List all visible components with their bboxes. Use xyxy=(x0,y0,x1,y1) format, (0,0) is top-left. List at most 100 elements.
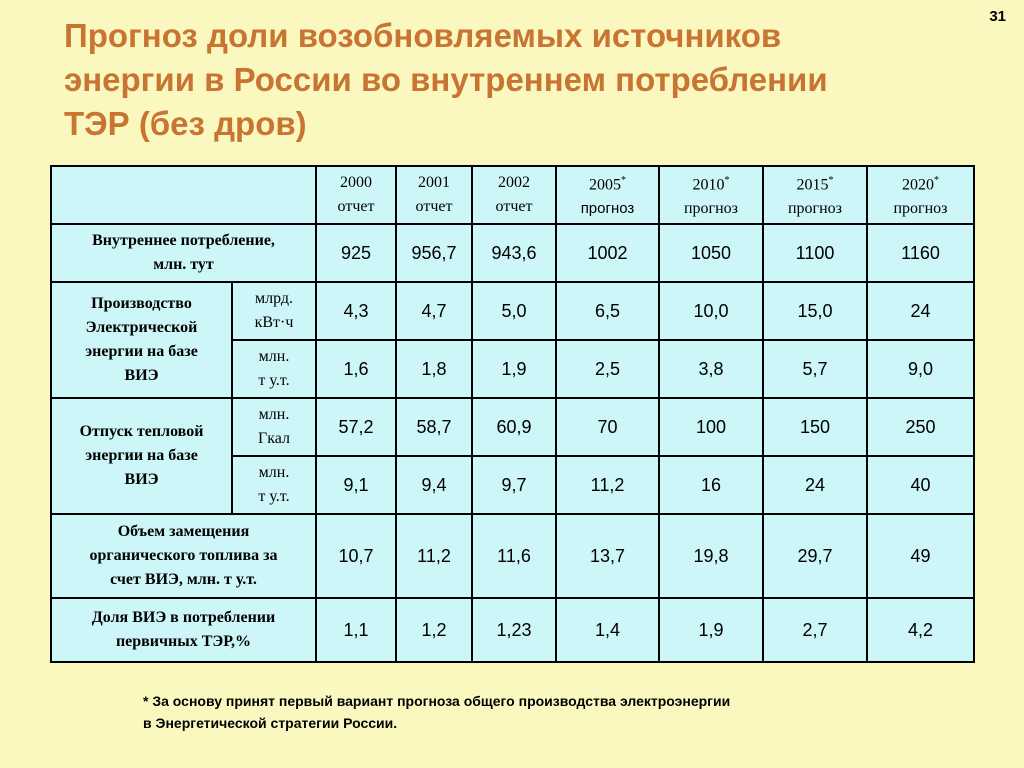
header-corner-cell xyxy=(50,165,317,225)
table-row: Доля ВИЭ в потреблении первичных ТЭР,% 1… xyxy=(50,597,975,663)
value-cell: 10,7 xyxy=(315,513,397,599)
title-line: Прогноз доли возобновляемых источников xyxy=(64,17,782,54)
unit-cell: млн. т у.т. xyxy=(231,339,317,399)
value-cell: 24 xyxy=(866,281,975,341)
value-cell: 1,8 xyxy=(395,339,473,399)
value-cell: 250 xyxy=(866,397,975,457)
value-cell: 956,7 xyxy=(395,223,473,283)
column-kind: прогноз xyxy=(580,200,635,218)
value-cell: 9,7 xyxy=(471,455,557,515)
value-cell: 3,8 xyxy=(658,339,764,399)
row-label: Внутреннее потребление, млн. тут xyxy=(50,223,317,283)
value-cell: 1100 xyxy=(762,223,868,283)
column-year: 2015 xyxy=(796,176,829,194)
footnote: * За основу принят первый вариант прогно… xyxy=(143,690,903,734)
value-cell: 1160 xyxy=(866,223,975,283)
value-cell: 1050 xyxy=(658,223,764,283)
value-cell: 58,7 xyxy=(395,397,473,457)
column-kind: отчет xyxy=(415,198,453,215)
value-cell: 9,0 xyxy=(866,339,975,399)
footnote-line: * За основу принят первый вариант прогно… xyxy=(143,693,731,709)
column-star: * xyxy=(724,174,730,186)
value-cell: 11,2 xyxy=(555,455,660,515)
row-group-label: Отпуск тепловой энергии на базе ВИЭ xyxy=(50,397,233,515)
value-cell: 70 xyxy=(555,397,660,457)
value-cell: 1,1 xyxy=(315,597,397,663)
value-cell: 1,2 xyxy=(395,597,473,663)
value-cell: 29,7 xyxy=(762,513,868,599)
column-kind: прогноз xyxy=(683,200,738,218)
value-cell: 4,2 xyxy=(866,597,975,663)
table-row: млн. т у.т. 1,6 1,8 1,9 2,5 3,8 5,7 9,0 xyxy=(51,339,975,399)
value-cell: 6,5 xyxy=(555,281,660,341)
footnote-line: в Энергетической стратегии России. xyxy=(143,715,398,731)
value-cell: 19,8 xyxy=(658,513,764,599)
value-cell: 11,6 xyxy=(471,513,557,599)
unit-cell: млн. т у.т. xyxy=(231,455,317,515)
value-cell: 1,6 xyxy=(315,339,397,399)
column-year: 2010 xyxy=(692,176,725,194)
row-label: Доля ВИЭ в потреблении первичных ТЭР,% xyxy=(50,597,317,663)
column-header-2020: 2020* прогноз xyxy=(866,165,975,225)
column-header-2001: 2001 отчет xyxy=(395,165,473,225)
value-cell: 1,9 xyxy=(658,597,764,663)
value-cell: 5,7 xyxy=(762,339,868,399)
column-year: 2005 xyxy=(589,176,621,194)
table-row: Внутреннее потребление, млн. тут 925 956… xyxy=(50,223,975,283)
unit-cell: млрд. кВт·ч xyxy=(231,281,317,341)
value-cell: 2,5 xyxy=(555,339,660,399)
column-year: 2020 xyxy=(902,176,934,194)
table-row: Отпуск тепловой энергии на базе ВИЭ млн.… xyxy=(50,397,975,515)
value-cell: 1,9 xyxy=(471,339,557,399)
column-kind: отчет xyxy=(495,198,533,215)
table-row: Объем замещения органического топлива за… xyxy=(50,513,975,599)
column-star: * xyxy=(934,174,939,186)
value-cell: 4,7 xyxy=(395,281,473,341)
row-group-label: Производство Электрической энергии на ба… xyxy=(50,281,233,399)
column-header-2015: 2015* прогноз xyxy=(762,165,868,225)
value-cell: 1002 xyxy=(555,223,660,283)
value-cell: 2,7 xyxy=(762,597,868,663)
value-cell: 10,0 xyxy=(658,281,764,341)
value-cell: 5,0 xyxy=(471,281,557,341)
table-row: Производство Электрической энергии на ба… xyxy=(50,281,975,399)
value-cell: 150 xyxy=(762,397,868,457)
value-cell: 4,3 xyxy=(315,281,397,341)
column-year: 2002 xyxy=(498,174,530,191)
value-cell: 49 xyxy=(866,513,975,599)
row-label: Объем замещения органического топлива за… xyxy=(50,513,317,599)
column-header-2000: 2000 отчет xyxy=(315,165,397,225)
column-kind: прогноз xyxy=(787,200,842,218)
value-cell: 9,1 xyxy=(315,455,397,515)
forecast-table: 2000 отчет 2001 отчет 2002 отчет 2005* п… xyxy=(50,165,975,663)
value-cell: 13,7 xyxy=(555,513,660,599)
value-cell: 11,2 xyxy=(395,513,473,599)
value-cell: 100 xyxy=(658,397,764,457)
column-year: 2001 xyxy=(418,174,450,191)
column-kind: прогноз xyxy=(893,200,948,218)
column-star: * xyxy=(828,174,834,186)
value-cell: 16 xyxy=(658,455,764,515)
table-row: млн. т у.т. 9,1 9,4 9,7 11,2 16 24 40 xyxy=(51,455,975,515)
slide-number: 31 xyxy=(989,8,1006,25)
value-cell: 1,23 xyxy=(471,597,557,663)
column-kind: отчет xyxy=(337,198,375,215)
value-cell: 24 xyxy=(762,455,868,515)
value-cell: 57,2 xyxy=(315,397,397,457)
column-year: 2000 xyxy=(340,174,372,191)
column-header-2005: 2005* прогноз xyxy=(555,165,660,225)
column-header-2010: 2010* прогноз xyxy=(658,165,764,225)
value-cell: 9,4 xyxy=(395,455,473,515)
value-cell: 1,4 xyxy=(555,597,660,663)
value-cell: 40 xyxy=(866,455,975,515)
title-line: энергии в России во внутреннем потреблен… xyxy=(64,61,828,98)
value-cell: 15,0 xyxy=(762,281,868,341)
value-cell: 943,6 xyxy=(471,223,557,283)
slide-title: Прогноз доли возобновляемых источников э… xyxy=(64,14,964,146)
column-header-2002: 2002 отчет xyxy=(471,165,557,225)
unit-cell: млн. Гкал xyxy=(231,397,317,457)
column-star: * xyxy=(621,174,626,186)
title-line: ТЭР (без дров) xyxy=(64,105,307,142)
value-cell: 60,9 xyxy=(471,397,557,457)
table-header-row: 2000 отчет 2001 отчет 2002 отчет 2005* п… xyxy=(50,165,975,225)
